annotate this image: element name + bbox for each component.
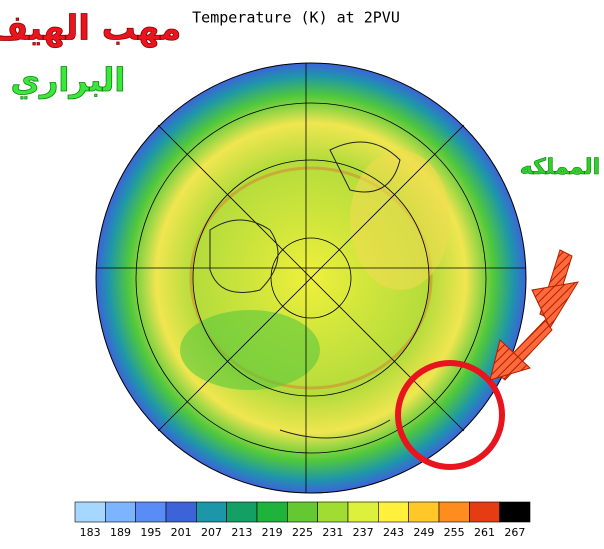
colorbar-box bbox=[378, 501, 409, 523]
colorbar-label: 249 bbox=[413, 526, 434, 539]
colorbar-label: 267 bbox=[504, 526, 525, 539]
colorbar-box bbox=[226, 501, 258, 523]
colorbar-label: 243 bbox=[383, 526, 404, 539]
colorbar-box bbox=[74, 501, 106, 523]
colorbar-label: 219 bbox=[262, 526, 283, 539]
colorbar-label: 189 bbox=[110, 526, 131, 539]
title: Temperature (K) at 2PVU bbox=[192, 9, 400, 27]
colorbar: 183 189 195 201 207 213 219 225 231 237 243 249 255 2… bbox=[74, 501, 531, 539]
colorbar-label: 237 bbox=[353, 526, 374, 539]
colorbar-box bbox=[165, 501, 197, 523]
annotation-marks bbox=[395, 249, 580, 470]
annotation-red: مهب الهيف bbox=[0, 9, 181, 49]
colorbar-label: 201 bbox=[171, 526, 192, 539]
annotation-green: البراري bbox=[11, 61, 126, 99]
colorbar-label: 207 bbox=[201, 526, 222, 539]
colorbar-box bbox=[499, 501, 531, 523]
colorbar-box bbox=[317, 501, 349, 523]
colorbar-box bbox=[196, 501, 227, 523]
colorbar-label: 183 bbox=[80, 526, 101, 539]
colorbar-box bbox=[105, 501, 136, 523]
colorbar-label: 225 bbox=[292, 526, 313, 539]
colorbar-label: 195 bbox=[140, 526, 161, 539]
colorbar-label: 255 bbox=[444, 526, 465, 539]
colorbar-label: 261 bbox=[474, 526, 495, 539]
colorbar-box bbox=[438, 501, 470, 523]
colorbar-box bbox=[347, 501, 379, 523]
colorbar-box bbox=[287, 501, 318, 523]
colorbar-box bbox=[256, 501, 288, 523]
colorbar-box bbox=[408, 501, 440, 523]
annotation-right: المملكه bbox=[520, 155, 600, 180]
polar-map bbox=[95, 62, 527, 494]
colorbar-box bbox=[135, 501, 167, 523]
colorbar-label: 231 bbox=[322, 526, 343, 539]
colorbar-label: 213 bbox=[231, 526, 252, 539]
colorbar-box bbox=[469, 501, 500, 523]
